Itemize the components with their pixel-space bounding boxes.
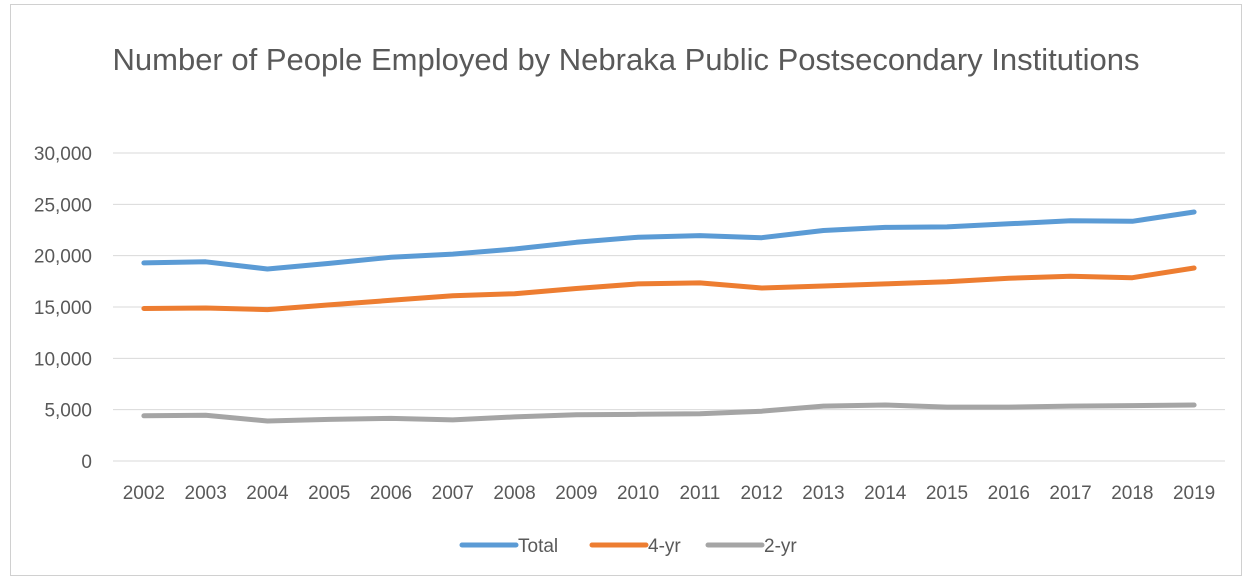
series-line-2-yr [141, 402, 1197, 424]
y-tick-label: 20,000 [34, 247, 92, 268]
legend-label-4-yr: 4-yr [648, 536, 681, 557]
y-tick-label: 15,000 [34, 298, 92, 319]
chart-area [10, 4, 1242, 576]
x-tick-label: 2003 [185, 483, 227, 504]
legend-label-total: Total [518, 536, 558, 557]
legend-label-2-yr: 2-yr [764, 536, 797, 557]
x-tick-label: 2002 [123, 483, 165, 504]
y-tick-label: 10,000 [34, 349, 92, 370]
x-tick-label: 2012 [741, 483, 783, 504]
x-tick-label: 2010 [617, 483, 659, 504]
series-line-4-yr [141, 265, 1197, 313]
y-tick-label: 5,000 [44, 401, 92, 422]
x-tick-label: 2017 [1049, 483, 1091, 504]
x-tick-label: 2013 [802, 483, 844, 504]
y-tick-label: 25,000 [34, 195, 92, 216]
x-tick-label: 2007 [432, 483, 474, 504]
x-tick-label: 2008 [493, 483, 535, 504]
y-tick-label: 30,000 [34, 144, 92, 165]
x-tick-label: 2005 [308, 483, 350, 504]
chart-title: Number of People Employed by Nebraka Pub… [112, 42, 1140, 77]
x-tick-label: 2006 [370, 483, 412, 504]
x-tick-label: 2004 [246, 483, 289, 504]
x-tick-label: 2018 [1111, 483, 1153, 504]
series-line-total [141, 209, 1197, 272]
x-tick-label: 2009 [555, 483, 597, 504]
x-tick-label: 2014 [864, 483, 907, 504]
x-tick-label: 2019 [1173, 483, 1215, 504]
x-tick-label: 2011 [679, 483, 720, 504]
x-tick-label: 2016 [988, 483, 1030, 504]
x-tick-label: 2015 [926, 483, 968, 504]
y-tick-label: 0 [81, 452, 92, 473]
